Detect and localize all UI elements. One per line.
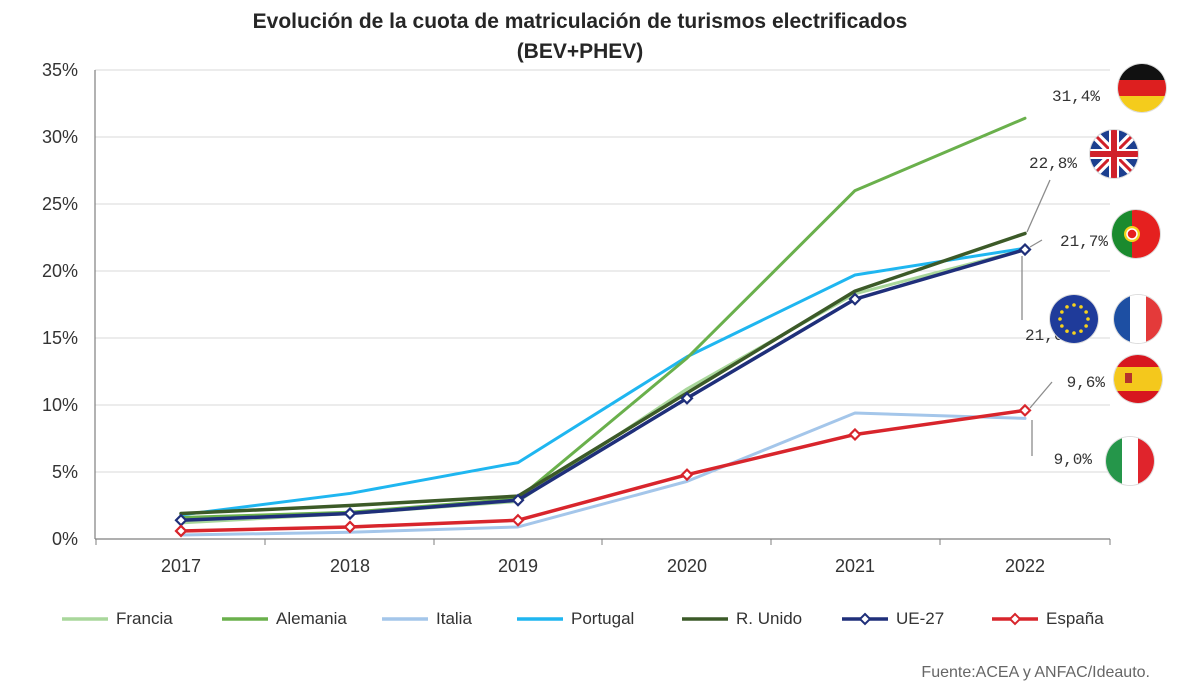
portugal-flag bbox=[1112, 210, 1160, 258]
spain-flag bbox=[1114, 355, 1162, 403]
eu-star bbox=[1072, 303, 1076, 307]
legend-label: UE-27 bbox=[896, 609, 945, 628]
value-label: 21,7% bbox=[1060, 233, 1108, 251]
eu-star bbox=[1060, 310, 1064, 314]
data-point-ue-27 bbox=[343, 506, 357, 521]
leader-line bbox=[1029, 381, 1053, 409]
value-label: 22,8% bbox=[1029, 155, 1077, 173]
legend-swatch-marker bbox=[1008, 612, 1022, 626]
eu-star bbox=[1084, 324, 1088, 328]
legend-swatch bbox=[682, 617, 728, 621]
legend-item: UE-27 bbox=[840, 607, 944, 631]
data-point-españa bbox=[174, 524, 188, 538]
series-line-italia bbox=[179, 411, 1027, 537]
eu-star bbox=[1065, 305, 1069, 309]
legend-item: Italia bbox=[380, 607, 472, 631]
series-line-alemania bbox=[179, 116, 1027, 520]
leader-line bbox=[1026, 179, 1051, 233]
series-line-españa bbox=[179, 408, 1027, 533]
y-tick-label: 30% bbox=[42, 127, 78, 147]
y-tick-label: 35% bbox=[42, 60, 78, 80]
eu-star bbox=[1079, 329, 1083, 333]
gridlines bbox=[95, 69, 1110, 473]
italy-flag bbox=[1106, 437, 1154, 485]
data-point-ue-27 bbox=[511, 493, 525, 507]
data-point-ue-27 bbox=[1018, 243, 1032, 257]
data-point-españa bbox=[680, 468, 694, 482]
series-markers bbox=[174, 243, 1032, 538]
data-point-españa bbox=[1018, 403, 1032, 417]
y-tick-label: 25% bbox=[42, 194, 78, 214]
legend-item: R. Unido bbox=[680, 607, 802, 631]
value-label: 9,0% bbox=[1054, 451, 1093, 469]
leader-line bbox=[1029, 239, 1043, 248]
series-line-francia bbox=[179, 248, 1027, 525]
data-point-españa bbox=[511, 513, 525, 527]
legend-swatch bbox=[992, 612, 1038, 626]
legend-item: Portugal bbox=[515, 607, 634, 631]
legend-label: Italia bbox=[436, 609, 472, 628]
x-tick-label: 2022 bbox=[1005, 556, 1045, 576]
legend-label: Alemania bbox=[276, 609, 347, 628]
series-lines bbox=[179, 116, 1027, 537]
y-tick-label: 0% bbox=[52, 529, 78, 549]
x-tick-label: 2017 bbox=[161, 556, 201, 576]
x-tick-label: 2019 bbox=[498, 556, 538, 576]
chart-title: Evolución de la cuota de matriculación d… bbox=[252, 10, 908, 33]
y-tick-label: 10% bbox=[42, 395, 78, 415]
x-tick-label: 2020 bbox=[667, 556, 707, 576]
legend-item: España bbox=[990, 607, 1104, 631]
legend-swatch bbox=[382, 617, 428, 621]
data-point-españa bbox=[343, 520, 357, 534]
eu-star bbox=[1072, 331, 1076, 335]
value-label: 9,6% bbox=[1067, 374, 1106, 392]
legend-swatch-marker bbox=[858, 612, 872, 626]
legend-swatch bbox=[517, 617, 563, 621]
legend-label: España bbox=[1046, 609, 1104, 628]
series-line-portugal bbox=[179, 246, 1027, 517]
source-note: Fuente:ACEA y ANFAC/Ideauto. bbox=[921, 664, 1150, 681]
series-line-r-unido bbox=[179, 231, 1027, 516]
axes: 0% 5% 10% 15% 20% 25% 30% 35% 2017 2018 2019 2020 20… bbox=[42, 60, 1111, 576]
chart-subtitle: (BEV+PHEV) bbox=[516, 40, 644, 63]
legend-swatch bbox=[842, 612, 888, 626]
value-label: 31,4% bbox=[1052, 88, 1100, 106]
y-tick-label: 5% bbox=[52, 462, 78, 482]
eu-star bbox=[1065, 329, 1069, 333]
eu-star bbox=[1086, 317, 1090, 321]
uk-flag bbox=[1090, 130, 1138, 178]
legend-label: Francia bbox=[116, 609, 173, 628]
legend-swatch bbox=[62, 617, 108, 621]
eu-star bbox=[1060, 324, 1064, 328]
eu-star bbox=[1079, 305, 1083, 309]
legend-item: Alemania bbox=[220, 607, 347, 631]
annotation-labels: 31,4%22,8%21,7%21,6%9,6%9,0% bbox=[1025, 88, 1108, 469]
x-tick-label: 2018 bbox=[330, 556, 370, 576]
france-flag bbox=[1114, 295, 1162, 343]
data-point-españa bbox=[848, 427, 862, 442]
series-line-ue-27 bbox=[179, 247, 1027, 522]
germany-flag bbox=[1118, 64, 1166, 112]
eu-star bbox=[1084, 310, 1088, 314]
legend-swatch bbox=[222, 617, 268, 621]
eu-flag bbox=[1050, 295, 1098, 343]
eu-star bbox=[1058, 317, 1062, 321]
y-tick-label: 15% bbox=[42, 328, 78, 348]
legend-label: R. Unido bbox=[736, 609, 803, 628]
legend-label: Portugal bbox=[571, 609, 635, 628]
legend-item: Francia bbox=[60, 607, 173, 631]
data-point-ue-27 bbox=[848, 292, 862, 306]
annotation-leaders bbox=[1021, 179, 1053, 456]
y-tick-label: 20% bbox=[42, 261, 78, 281]
x-tick-label: 2021 bbox=[835, 556, 875, 576]
data-point-ue-27 bbox=[680, 391, 694, 405]
